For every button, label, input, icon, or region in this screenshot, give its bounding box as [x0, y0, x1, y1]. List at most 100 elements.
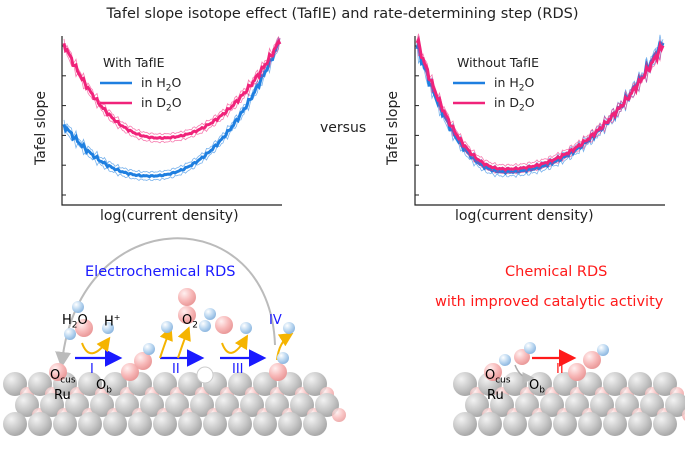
- chemical-surface-ru-atom: [628, 412, 652, 436]
- chemical-surface-ru-atom: [578, 412, 602, 436]
- ob-label: Ob: [96, 378, 112, 396]
- right-d2o-error-band: [416, 39, 664, 175]
- adsorbed-oxygen: [134, 352, 152, 370]
- electrochemical-surface-ru-atom: [290, 393, 314, 417]
- chemical-surface-ru-atom: [553, 412, 577, 436]
- left-legend-h2o: in H2O: [141, 75, 182, 94]
- electrochemical-surface-ru-atom: [315, 393, 339, 417]
- electrochemical-surface-ru-atom: [178, 412, 202, 436]
- step-I-label: I: [90, 362, 94, 377]
- chemical-surface-ru-atom: [590, 393, 614, 417]
- left-y-axis-label: Tafel slope: [33, 91, 49, 165]
- step-III-label: III: [232, 362, 244, 377]
- versus-label: versus: [320, 120, 367, 136]
- h-plus-label: H+: [104, 313, 121, 330]
- electrochemical-surface-ru-atom: [65, 393, 89, 417]
- proton: [102, 322, 114, 334]
- ooh-hydrogen: [204, 308, 216, 320]
- right-legend-title: Without TafIE: [457, 55, 540, 70]
- ooh-hydrogen: [199, 320, 211, 332]
- right-y-axis-label: Tafel slope: [385, 91, 401, 165]
- chemical-surface-ru-atom: [528, 412, 552, 436]
- released-proton: [283, 322, 295, 334]
- chem-ob-label: Ob: [529, 378, 545, 396]
- chem-hydrogen: [597, 344, 609, 356]
- ru-label: Ru: [54, 388, 71, 403]
- chemical-surface-ru-atom: [540, 393, 564, 417]
- electrochemical-surface-ru-atom: [228, 372, 252, 396]
- proton-release-arrow: [177, 326, 191, 359]
- oh-oxygen: [269, 363, 287, 381]
- electrochemical-surface-ru-atom: [215, 393, 239, 417]
- o2-oxygen: [178, 288, 196, 306]
- chem-hydrogen: [524, 342, 536, 354]
- electrochemical-surface-ru-atom: [153, 372, 177, 396]
- electrochemical-surface-ru-atom: [40, 393, 64, 417]
- chemical-surface-ru-atom: [565, 393, 589, 417]
- electrochemical-surface-ru-atom: [140, 393, 164, 417]
- released-proton: [161, 321, 173, 333]
- chem-hydrogen: [499, 354, 511, 366]
- electrochemical-surface-ru-atom: [253, 372, 277, 396]
- chem-step-II-label: II: [556, 362, 564, 377]
- left-plot-axes: [61, 36, 282, 206]
- chemical-rds-title: Chemical RDS: [505, 264, 608, 280]
- electrochemical-surface-ru-atom: [28, 372, 52, 396]
- chem-ocus-oxygen: [484, 363, 502, 381]
- chem-product-oxygen: [583, 351, 601, 369]
- left-d2o-error-band: [63, 35, 281, 135]
- chemical-surface-ru-atom: [478, 412, 502, 436]
- left-x-axis-label: log(current density): [100, 208, 239, 224]
- chemical-surface-ru-atom: [515, 393, 539, 417]
- chemical-surface-ru-atom: [503, 372, 527, 396]
- chemical-surface-ru-atom: [490, 393, 514, 417]
- electrochemical-surface-ru-atom: [103, 412, 127, 436]
- right-x-axis-label: log(current density): [455, 208, 594, 224]
- electrochemical-surface-ru-atom: [28, 412, 52, 436]
- chem-product-oxygen: [568, 363, 586, 381]
- chem-oxygen: [514, 349, 530, 365]
- adsorbed-hydrogen: [143, 343, 155, 355]
- electrochemical-surface-ru-atom: [15, 393, 39, 417]
- left-h2o-curve: [62, 39, 282, 179]
- electrochemical-surface-ru-atom: [153, 412, 177, 436]
- chem-ocus-label: Ocus: [485, 368, 511, 386]
- ooh-oxygen: [215, 316, 233, 334]
- electrochemical-surface-ru-atom: [178, 372, 202, 396]
- electrochemical-surface-ru-atom: [3, 412, 27, 436]
- right-d2o-error-band: [416, 33, 664, 167]
- proton-release-arrow: [81, 336, 111, 355]
- chemical-surface-ru-atom: [465, 393, 489, 417]
- electrochemical-surface-ru-atom: [240, 393, 264, 417]
- right-plot-axes: [414, 36, 665, 206]
- electrochemical-surface-ru-atom: [203, 412, 227, 436]
- electrochemical-surface-ru-atom: [303, 412, 327, 436]
- chemical-surface-ru-atom: [578, 372, 602, 396]
- electrochemical-surface-ru-atom: [115, 393, 139, 417]
- electrochemical-surface-ru-atom: [253, 412, 277, 436]
- right-h2o-error-band: [416, 43, 664, 178]
- electrochemical-surface-ru-atom: [165, 393, 189, 417]
- chemical-surface-ru-atom: [603, 372, 627, 396]
- chemical-surface-ru-atom: [503, 412, 527, 436]
- electrochemical-surface-ru-atom: [90, 393, 114, 417]
- electrochemical-surface-ru-atom: [265, 393, 289, 417]
- chemical-coupling-arrow: [514, 364, 535, 384]
- left-h2o-error-band: [63, 36, 281, 174]
- ocus-oxygen: [49, 363, 67, 381]
- h2o-label: H2O: [62, 313, 88, 331]
- chem-ru-label: Ru: [487, 388, 504, 403]
- electrochemical-rds-title: Electrochemical RDS: [85, 264, 236, 280]
- left-h2o-error-band: [63, 37, 281, 182]
- figure-title: Tafel slope isotope effect (TafIE) and r…: [106, 6, 579, 22]
- electrochemical-surface-ru-atom: [128, 412, 152, 436]
- chemical-rds-subtitle: with improved catalytic activity: [435, 294, 664, 310]
- right-legend-d2o: in D2O: [494, 95, 535, 114]
- chemical-surface-ru-atom: [628, 372, 652, 396]
- electrochemical-surface-ru-atom: [278, 412, 302, 436]
- electrochemical-surface-ru-atom: [78, 412, 102, 436]
- electrochemical-surface-ru-atom: [228, 412, 252, 436]
- o2-label: O2: [182, 313, 198, 331]
- electrochemical-surface-o-atom: [332, 408, 346, 422]
- electrochemical-surface-ru-atom: [103, 372, 127, 396]
